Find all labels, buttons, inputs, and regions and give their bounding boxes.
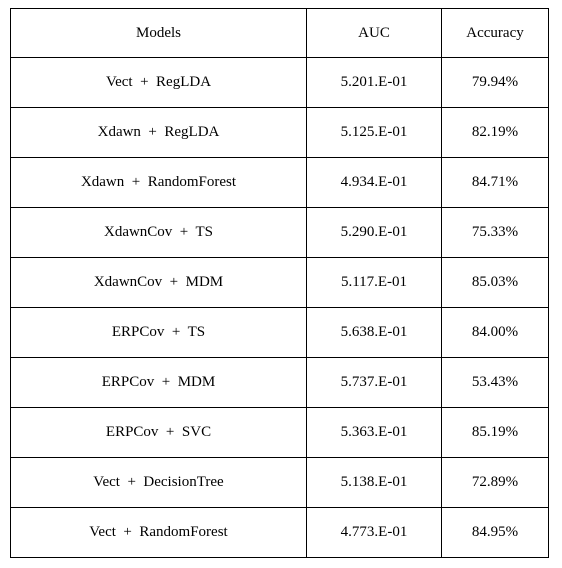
auc-cell: 5.290.E-01 bbox=[306, 207, 442, 258]
accuracy-cell: 85.03% bbox=[441, 257, 549, 308]
model-cell: Vect + DecisionTree bbox=[10, 457, 307, 508]
table-row: Vect + RegLDA 5.201.E-01 79.94% bbox=[10, 57, 549, 108]
auc-cell: 5.737.E-01 bbox=[306, 357, 442, 408]
accuracy-cell: 72.89% bbox=[441, 457, 549, 508]
results-table-container: Models AUC Accuracy Vect + RegLDA 5.201.… bbox=[10, 8, 549, 558]
table-row: Vect + RandomForest 4.773.E-01 84.95% bbox=[10, 507, 549, 558]
header-row: Models AUC Accuracy bbox=[10, 8, 549, 58]
auc-cell: 4.773.E-01 bbox=[306, 507, 442, 558]
table-row: ERPCov + MDM 5.737.E-01 53.43% bbox=[10, 357, 549, 408]
auc-cell: 5.363.E-01 bbox=[306, 407, 442, 458]
auc-cell: 5.138.E-01 bbox=[306, 457, 442, 508]
auc-cell: 5.638.E-01 bbox=[306, 307, 442, 358]
accuracy-cell: 79.94% bbox=[441, 57, 549, 108]
model-cell: Xdawn + RandomForest bbox=[10, 157, 307, 208]
accuracy-cell: 75.33% bbox=[441, 207, 549, 258]
table-header: Models AUC Accuracy bbox=[10, 8, 549, 58]
auc-cell: 5.117.E-01 bbox=[306, 257, 442, 308]
accuracy-cell: 85.19% bbox=[441, 407, 549, 458]
accuracy-cell: 82.19% bbox=[441, 107, 549, 158]
results-table: Models AUC Accuracy Vect + RegLDA 5.201.… bbox=[10, 8, 549, 558]
table-row: ERPCov + TS 5.638.E-01 84.00% bbox=[10, 307, 549, 358]
accuracy-cell: 84.00% bbox=[441, 307, 549, 358]
model-cell: ERPCov + TS bbox=[10, 307, 307, 358]
accuracy-cell: 84.71% bbox=[441, 157, 549, 208]
model-cell: XdawnCov + MDM bbox=[10, 257, 307, 308]
model-cell: ERPCov + MDM bbox=[10, 357, 307, 408]
table-row: Vect + DecisionTree 5.138.E-01 72.89% bbox=[10, 457, 549, 508]
auc-cell: 4.934.E-01 bbox=[306, 157, 442, 208]
header-accuracy: Accuracy bbox=[441, 8, 549, 58]
table-row: XdawnCov + TS 5.290.E-01 75.33% bbox=[10, 207, 549, 258]
model-cell: ERPCov + SVC bbox=[10, 407, 307, 458]
table-row: Xdawn + RandomForest 4.934.E-01 84.71% bbox=[10, 157, 549, 208]
model-cell: Xdawn + RegLDA bbox=[10, 107, 307, 158]
table-body: Vect + RegLDA 5.201.E-01 79.94% Xdawn + … bbox=[10, 57, 549, 558]
auc-cell: 5.125.E-01 bbox=[306, 107, 442, 158]
model-cell: XdawnCov + TS bbox=[10, 207, 307, 258]
accuracy-cell: 53.43% bbox=[441, 357, 549, 408]
header-models: Models bbox=[10, 8, 307, 58]
model-cell: Vect + RegLDA bbox=[10, 57, 307, 108]
table-row: Xdawn + RegLDA 5.125.E-01 82.19% bbox=[10, 107, 549, 158]
accuracy-cell: 84.95% bbox=[441, 507, 549, 558]
header-auc: AUC bbox=[306, 8, 442, 58]
table-row: XdawnCov + MDM 5.117.E-01 85.03% bbox=[10, 257, 549, 308]
auc-cell: 5.201.E-01 bbox=[306, 57, 442, 108]
table-row: ERPCov + SVC 5.363.E-01 85.19% bbox=[10, 407, 549, 458]
model-cell: Vect + RandomForest bbox=[10, 507, 307, 558]
